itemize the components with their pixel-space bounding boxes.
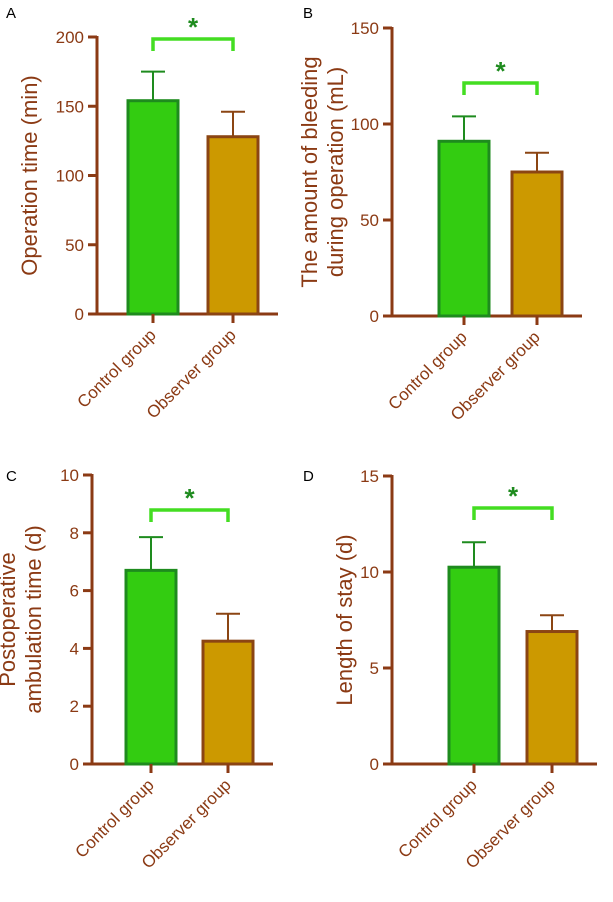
panel-A: A 0 50 100 150 200 Operation time (min) Control…	[6, 5, 278, 422]
bar-observer	[206, 135, 260, 316]
y-tick-label: 10	[360, 563, 379, 582]
y-tick-label: 50	[65, 236, 84, 255]
y-axis-title: Postoperative	[0, 552, 20, 687]
y-tick-label: 150	[56, 97, 84, 116]
y-tick-label: 200	[56, 28, 84, 47]
panel-letter: D	[303, 468, 314, 485]
bar-control	[437, 139, 491, 318]
y-axis-title: The amount of bleeding	[297, 56, 322, 287]
significance-bracket	[472, 506, 554, 520]
y-tick-label: 100	[56, 167, 84, 186]
y-tick-label: 50	[360, 211, 379, 230]
significance-bracket	[462, 81, 539, 95]
bar-observer	[510, 170, 564, 318]
y-axis-title: ambulation time (d)	[21, 525, 46, 713]
y-tick-label: 6	[70, 582, 79, 601]
y-tick-label: 0	[70, 755, 79, 774]
panel-letter: B	[303, 5, 313, 22]
category-label: Control group	[72, 775, 158, 861]
panel-letter: A	[6, 5, 16, 22]
bar-control	[124, 568, 178, 766]
bar-control	[126, 99, 180, 316]
significance-star: *	[184, 483, 195, 513]
significance-bracket	[151, 37, 235, 51]
panel-C: C 0 2 4 6 8 10 Postoperative ambulation time (d)…	[0, 466, 273, 872]
y-tick-label: 150	[351, 19, 379, 38]
bar-control	[447, 565, 501, 766]
y-tick-label: 10	[60, 466, 79, 485]
significance-star: *	[188, 12, 199, 42]
y-tick-label: 15	[360, 467, 379, 486]
y-axis-title: during operation (mL)	[323, 67, 348, 277]
category-label: Control group	[74, 325, 160, 411]
significance-star: *	[508, 481, 519, 511]
bar-observer	[525, 630, 579, 766]
significance-bracket	[149, 508, 230, 522]
y-tick-label: 100	[351, 115, 379, 134]
y-tick-label: 0	[370, 755, 379, 774]
y-tick-label: 8	[70, 524, 79, 543]
y-axis-title: Length of stay (d)	[332, 534, 357, 705]
panel-B: B 0 50 100 150 The amount of bleeding during o…	[297, 5, 582, 424]
y-tick-label: 0	[370, 307, 379, 326]
y-tick-label: 4	[70, 639, 79, 658]
y-tick-label: 0	[75, 305, 84, 324]
y-tick-label: 2	[70, 697, 79, 716]
category-label: Control group	[395, 775, 481, 861]
y-axis-title: Operation time (min)	[17, 75, 42, 276]
y-tick-label: 5	[370, 659, 379, 678]
significance-star: *	[495, 56, 506, 86]
panel-letter: C	[6, 468, 17, 485]
bar-observer	[201, 639, 255, 766]
